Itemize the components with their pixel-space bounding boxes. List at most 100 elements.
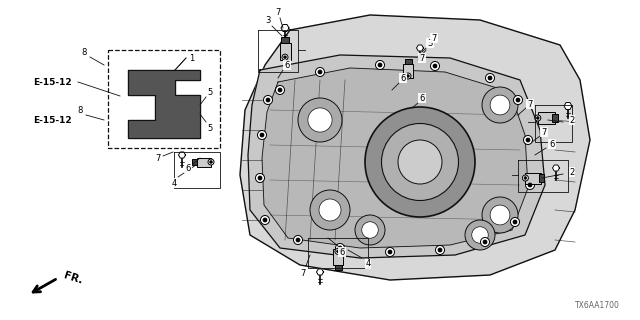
- Circle shape: [282, 54, 288, 60]
- Circle shape: [528, 183, 532, 187]
- Circle shape: [486, 74, 495, 83]
- Polygon shape: [262, 68, 528, 248]
- Text: 7: 7: [541, 127, 547, 137]
- Circle shape: [536, 117, 539, 119]
- Circle shape: [278, 88, 282, 92]
- Circle shape: [335, 248, 341, 254]
- Text: TX6AA1700: TX6AA1700: [575, 301, 620, 310]
- Text: 2: 2: [570, 167, 575, 177]
- Bar: [404, 59, 412, 64]
- Text: 7: 7: [431, 34, 436, 43]
- Circle shape: [338, 246, 342, 250]
- Circle shape: [385, 247, 394, 257]
- Circle shape: [516, 98, 520, 102]
- Bar: [525, 172, 541, 183]
- Bar: [335, 265, 342, 270]
- Circle shape: [298, 98, 342, 142]
- Circle shape: [435, 245, 445, 254]
- Circle shape: [524, 177, 527, 179]
- Circle shape: [210, 161, 212, 163]
- Circle shape: [136, 74, 144, 82]
- Circle shape: [355, 215, 385, 245]
- Polygon shape: [248, 55, 545, 258]
- Circle shape: [465, 220, 495, 250]
- Circle shape: [308, 108, 332, 132]
- Text: 6: 6: [400, 74, 406, 83]
- Circle shape: [535, 115, 541, 121]
- Circle shape: [406, 75, 410, 77]
- Bar: [280, 43, 291, 60]
- Text: 6: 6: [186, 164, 191, 172]
- Text: E-15-12: E-15-12: [33, 77, 71, 86]
- Circle shape: [376, 60, 385, 69]
- Circle shape: [264, 95, 273, 105]
- Bar: [552, 114, 558, 122]
- Circle shape: [260, 133, 264, 137]
- Polygon shape: [417, 45, 424, 51]
- Bar: [333, 249, 343, 265]
- Circle shape: [318, 70, 322, 74]
- Circle shape: [433, 64, 437, 68]
- Circle shape: [488, 76, 492, 80]
- Circle shape: [365, 107, 475, 217]
- Circle shape: [482, 197, 518, 233]
- Text: 2: 2: [570, 116, 575, 124]
- Circle shape: [255, 173, 264, 182]
- Circle shape: [472, 227, 488, 243]
- Circle shape: [362, 222, 378, 238]
- Circle shape: [296, 238, 300, 242]
- Polygon shape: [179, 152, 186, 158]
- Circle shape: [294, 236, 303, 244]
- Circle shape: [316, 68, 324, 76]
- Text: 6: 6: [284, 60, 290, 69]
- Bar: [403, 64, 413, 78]
- Circle shape: [275, 85, 285, 94]
- Circle shape: [490, 205, 510, 225]
- Circle shape: [483, 240, 487, 244]
- Circle shape: [258, 176, 262, 180]
- Circle shape: [138, 76, 142, 80]
- Circle shape: [405, 73, 411, 79]
- Polygon shape: [281, 25, 289, 31]
- Text: 7: 7: [300, 268, 306, 277]
- Bar: [538, 112, 555, 124]
- Circle shape: [378, 63, 382, 67]
- Text: 6: 6: [549, 140, 555, 148]
- Text: 1: 1: [189, 53, 195, 62]
- Circle shape: [257, 131, 266, 140]
- Circle shape: [266, 98, 270, 102]
- Circle shape: [525, 180, 534, 189]
- Circle shape: [188, 126, 196, 134]
- Polygon shape: [552, 165, 559, 171]
- Text: 8: 8: [77, 106, 83, 115]
- Text: 5: 5: [207, 87, 212, 97]
- Circle shape: [190, 76, 194, 80]
- Text: 7: 7: [275, 7, 281, 17]
- Circle shape: [284, 56, 286, 59]
- Circle shape: [319, 199, 341, 221]
- Circle shape: [511, 218, 520, 227]
- Polygon shape: [564, 102, 572, 109]
- Circle shape: [310, 190, 350, 230]
- Circle shape: [524, 135, 532, 145]
- Circle shape: [482, 87, 518, 123]
- Circle shape: [263, 218, 267, 222]
- Circle shape: [481, 237, 490, 246]
- Text: 6: 6: [339, 247, 345, 257]
- Circle shape: [190, 128, 194, 132]
- Polygon shape: [128, 70, 200, 138]
- Circle shape: [188, 74, 196, 82]
- Circle shape: [398, 140, 442, 184]
- Bar: [108, 50, 220, 148]
- Bar: [197, 157, 211, 166]
- Circle shape: [335, 244, 344, 252]
- Polygon shape: [317, 269, 323, 275]
- Circle shape: [388, 250, 392, 254]
- Circle shape: [138, 128, 142, 132]
- Text: 4: 4: [365, 260, 371, 268]
- Text: E-15-12: E-15-12: [33, 116, 71, 124]
- Circle shape: [136, 126, 144, 134]
- Text: 5: 5: [207, 124, 212, 132]
- Circle shape: [513, 220, 517, 224]
- Circle shape: [431, 61, 440, 70]
